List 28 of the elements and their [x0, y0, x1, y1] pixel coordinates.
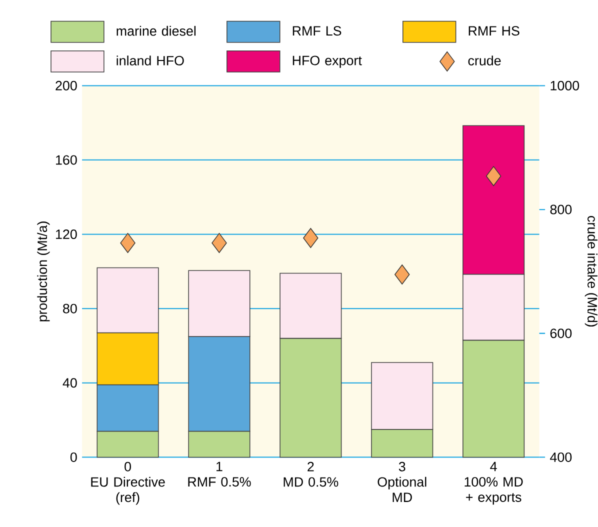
- point: [120, 232, 136, 253]
- y-tick-label: 200: [56, 80, 77, 90]
- point: [486, 166, 502, 186]
- y-tick-label: 40: [62, 378, 77, 388]
- point: [212, 232, 227, 253]
- y-tick-label: 80: [63, 304, 77, 314]
- point: [303, 228, 318, 248]
- legend-label: inland HFO: [116, 55, 184, 66]
- y2-tick-label: 400: [550, 452, 572, 462]
- y-tick-label: 120: [56, 229, 77, 239]
- y-axis-title: production (Mt/a): [37, 221, 50, 322]
- y2-tick-label: 800: [550, 204, 572, 214]
- x-tick-label: 1 RMF 0.5%: [188, 462, 251, 486]
- y2-tick-label: 600: [550, 328, 572, 338]
- y-tick-label: 160: [56, 154, 77, 164]
- legend-label: RMF HS: [468, 26, 520, 36]
- legend-label: crude: [468, 55, 501, 66]
- legend-label: marine diesel: [116, 26, 196, 36]
- x-tick-label: 0 EU Directive (ref): [91, 462, 165, 504]
- point: [394, 264, 410, 284]
- x-tick-label: 3 Optional MD: [378, 462, 426, 502]
- y2-tick-label: 1000: [550, 80, 580, 90]
- x-tick-label: 4 100% MD + exports: [464, 462, 523, 504]
- legend-label: HFO export: [292, 56, 362, 68]
- x-tick-label: 2 MD 0.5%: [284, 462, 338, 486]
- y2-axis-title: crude intake (Mt/d): [584, 216, 598, 326]
- legend-label: RMF LS: [292, 26, 342, 36]
- y-tick-label: 0: [70, 452, 77, 462]
